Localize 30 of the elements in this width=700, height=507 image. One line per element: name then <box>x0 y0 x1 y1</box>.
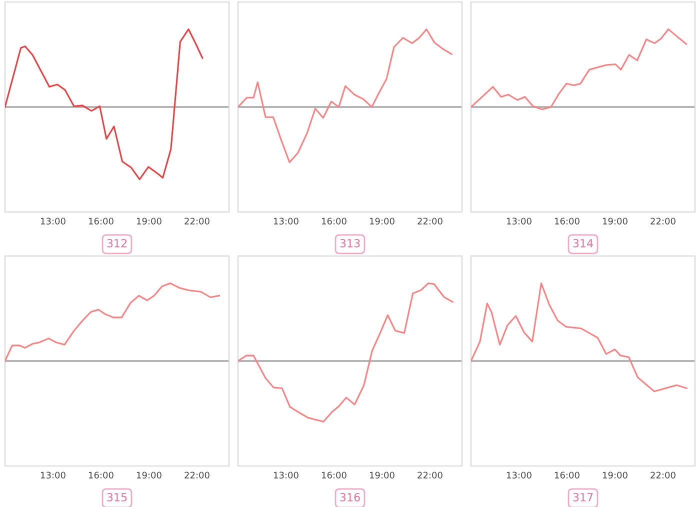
x-tick-label: 13:00 <box>506 218 532 225</box>
x-axis-title: 317 <box>573 492 593 502</box>
x-tick-label: 22:00 <box>418 218 442 225</box>
x-tick-label: 19:00 <box>136 218 162 225</box>
x-tick-label: 13:00 <box>274 218 298 225</box>
x-tick-label: 19:00 <box>602 472 628 479</box>
x-tick-label: 16:00 <box>88 472 114 479</box>
x-tick-label: 22:00 <box>184 472 210 479</box>
x-tick-label: 16:00 <box>554 218 580 225</box>
x-tick-label: 22:00 <box>650 218 676 225</box>
x-tick-label: 13:00 <box>274 472 298 479</box>
x-tick-label: 16:00 <box>322 472 346 479</box>
x-tick-label: 19:00 <box>602 218 628 225</box>
x-tick-label: 13:00 <box>40 472 66 479</box>
x-axis-title: 313 <box>340 238 360 248</box>
x-tick-label: 22:00 <box>418 472 442 479</box>
x-axis-title: 314 <box>573 238 593 248</box>
x-axis-title: 316 <box>340 492 360 502</box>
x-tick-label: 16:00 <box>554 472 580 479</box>
x-tick-label: 19:00 <box>370 472 394 479</box>
x-tick-label: 13:00 <box>40 218 66 225</box>
x-tick-label: 13:00 <box>506 472 532 479</box>
x-tick-label: 16:00 <box>88 218 114 225</box>
x-axis-title: 315 <box>107 492 127 502</box>
x-tick-label: 22:00 <box>650 472 676 479</box>
x-axis-title: 312 <box>107 238 126 248</box>
x-tick-label: 16:00 <box>322 218 346 225</box>
x-tick-label: 19:00 <box>370 218 394 225</box>
x-tick-label: 19:00 <box>136 472 162 479</box>
x-tick-label: 22:00 <box>184 218 210 225</box>
